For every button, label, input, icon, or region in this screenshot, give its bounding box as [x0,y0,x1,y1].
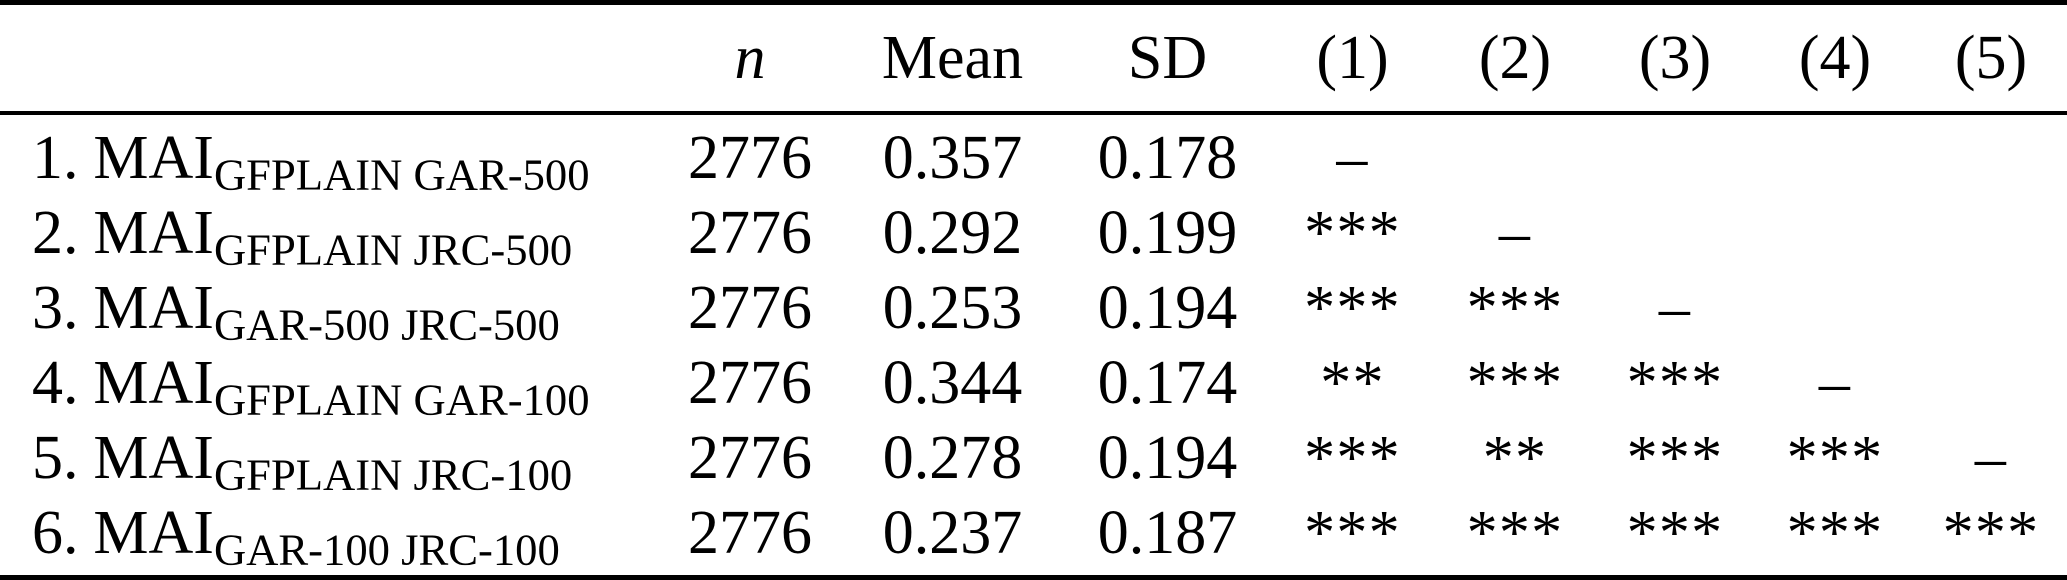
column-header-3: (3) [1595,5,1755,115]
row-number: 3. [32,274,79,342]
column-header-mean: Mean [840,5,1065,115]
sig-cell-3: *** [1626,424,1724,492]
row-name: MAI [93,349,214,417]
sig-cell-5 [1915,271,2067,346]
sig-cell-5 [1915,196,2067,271]
n-cell: 2776 [688,349,812,417]
mean-cell: 0.292 [882,199,1023,267]
row-subscript: GFPLAIN GAR-100 [213,374,590,425]
sig-cell-4: – [1818,349,1852,417]
row-subscript: GFPLAIN JRC-500 [213,224,573,275]
mean-cell: 0.253 [882,274,1023,342]
n-cell: 2776 [688,124,812,192]
row-label: 2. MAIGFPLAIN JRC-500 [0,196,660,272]
row-label: 3. MAIGAR-500 JRC-500 [0,271,660,347]
table-row: 6. MAIGAR-100 JRC-100 2776 0.237 0.187 **… [0,496,2067,572]
sig-cell-3 [1595,113,1755,196]
row-name: MAI [93,199,214,267]
row-number: 2. [32,199,79,267]
sig-cell-1: *** [1304,499,1401,567]
sig-cell-1: *** [1304,424,1401,492]
sig-cell-5: – [1974,424,2008,492]
sig-cell-4 [1755,196,1915,271]
sig-cell-5: *** [1942,499,2040,567]
table-row: 5. MAIGFPLAIN JRC-100 2776 0.278 0.194 **… [0,421,2067,497]
sig-cell-1: ** [1320,349,1385,417]
mean-cell: 0.357 [882,124,1023,192]
sd-cell: 0.194 [1097,274,1238,342]
n-cell: 2776 [688,499,812,567]
sig-cell-2: *** [1466,349,1564,417]
n-cell: 2776 [688,274,812,342]
row-label: 1. MAIGFPLAIN GAR-500 [0,113,660,197]
sig-cell-1: *** [1304,274,1401,342]
column-header-5: (5) [1915,5,2067,115]
sd-cell: 0.174 [1097,349,1238,417]
table-row: 4. MAIGFPLAIN GAR-100 2776 0.344 0.174 **… [0,346,2067,422]
sig-cell-4 [1755,271,1915,346]
sig-cell-2: *** [1466,274,1564,342]
sd-cell: 0.194 [1097,424,1238,492]
table-header: n Mean SD (1) (2) (3) (4) (5) [0,5,2067,115]
sig-cell-3: *** [1626,349,1724,417]
sig-cell-5 [1915,113,2067,196]
row-subscript: GFPLAIN JRC-100 [213,449,573,500]
table-row: 2. MAIGFPLAIN JRC-500 2776 0.292 0.199 **… [0,196,2067,272]
sig-cell-2: *** [1466,499,1564,567]
sig-cell-2 [1435,113,1595,196]
table-row: 3. MAIGAR-500 JRC-500 2776 0.253 0.194 **… [0,271,2067,347]
row-name: MAI [93,274,214,342]
row-number: 1. [32,124,79,192]
sig-cell-4: *** [1786,424,1884,492]
column-header-1: (1) [1270,5,1435,115]
row-name: MAI [93,124,214,192]
column-header-label [0,5,660,115]
sig-cell-1: *** [1304,199,1401,267]
table-body: 1. MAIGFPLAIN GAR-500 2776 0.357 0.178 – … [0,113,2067,572]
sd-cell: 0.199 [1097,199,1238,267]
sig-cell-4 [1755,113,1915,196]
sig-cell-3 [1595,196,1755,271]
n-cell: 2776 [688,424,812,492]
row-number: 4. [32,349,79,417]
column-header-sd: SD [1065,5,1270,115]
sig-cell-2: ** [1482,424,1548,492]
column-header-4: (4) [1755,5,1915,115]
sig-cell-3: *** [1626,499,1724,567]
mean-cell: 0.237 [882,499,1023,567]
row-name: MAI [93,424,214,492]
row-subscript: GAR-500 JRC-500 [213,299,560,350]
sig-cell-5 [1915,346,2067,421]
sd-cell: 0.178 [1097,124,1238,192]
mean-cell: 0.344 [882,349,1023,417]
sig-cell-3: – [1658,274,1692,342]
column-header-2: (2) [1435,5,1595,115]
sig-cell-1: – [1336,124,1369,192]
statistics-table: n Mean SD (1) (2) (3) (4) (5) 1. MAIGFPLA… [0,5,2067,572]
mean-cell: 0.278 [882,424,1023,492]
sd-cell: 0.187 [1097,499,1238,567]
sig-cell-2: – [1498,199,1532,267]
row-number: 5. [32,424,79,492]
row-subscript: GFPLAIN GAR-500 [213,149,590,200]
row-number: 6. [32,499,79,567]
sig-cell-4: *** [1786,499,1884,567]
row-label: 6. MAIGAR-100 JRC-100 [0,496,660,572]
row-label: 5. MAIGFPLAIN JRC-100 [0,421,660,497]
header-row: n Mean SD (1) (2) (3) (4) (5) [0,5,2067,115]
n-cell: 2776 [688,199,812,267]
row-label: 4. MAIGFPLAIN GAR-100 [0,346,660,422]
column-header-n: n [660,5,840,115]
row-subscript: GAR-100 JRC-100 [213,524,560,575]
row-name: MAI [93,499,214,567]
table-row: 1. MAIGFPLAIN GAR-500 2776 0.357 0.178 – [0,113,2067,197]
